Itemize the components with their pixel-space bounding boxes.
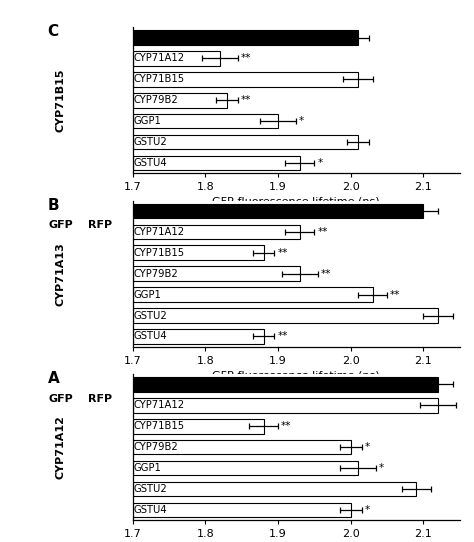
Bar: [133, 377, 438, 392]
Bar: [133, 266, 300, 281]
X-axis label: GFP-fluorescence lifetime (ns): GFP-fluorescence lifetime (ns): [212, 370, 380, 380]
Text: (-): (-): [134, 379, 145, 390]
Text: *: *: [365, 442, 370, 452]
Bar: [133, 308, 438, 323]
Text: GGP1: GGP1: [134, 116, 161, 126]
Text: CYP71A13: CYP71A13: [56, 242, 66, 306]
Bar: [133, 461, 358, 475]
Bar: [133, 329, 264, 344]
Text: CYP71A12: CYP71A12: [134, 401, 184, 410]
Bar: [133, 482, 416, 496]
Text: CYP71A12: CYP71A12: [134, 54, 184, 63]
Text: *: *: [317, 158, 323, 168]
Bar: [133, 502, 351, 517]
Bar: [133, 204, 423, 218]
Text: *: *: [379, 463, 384, 473]
Text: GSTU2: GSTU2: [134, 137, 167, 147]
Text: **: **: [277, 248, 288, 258]
Text: CYP71B15: CYP71B15: [134, 421, 184, 431]
Text: (-): (-): [134, 206, 145, 216]
Bar: [133, 51, 220, 66]
Text: GSTU4: GSTU4: [134, 505, 167, 515]
Text: CYP71B15: CYP71B15: [134, 248, 184, 258]
Text: **: **: [241, 95, 252, 105]
Text: CYP71B15: CYP71B15: [134, 74, 184, 85]
Text: **: **: [317, 227, 328, 237]
Bar: [133, 93, 227, 107]
X-axis label: GFP-fluorescence lifetime (ns): GFP-fluorescence lifetime (ns): [212, 197, 380, 207]
Text: RFP: RFP: [88, 393, 112, 404]
Text: CYP79B2: CYP79B2: [134, 269, 178, 279]
Bar: [133, 135, 358, 150]
Text: GGP1: GGP1: [134, 463, 161, 473]
Text: **: **: [281, 421, 292, 431]
Text: **: **: [321, 269, 331, 279]
Text: GSTU4: GSTU4: [134, 158, 167, 168]
Text: C: C: [48, 24, 59, 39]
Text: GSTU2: GSTU2: [134, 484, 167, 494]
Text: RFP: RFP: [88, 220, 112, 230]
Text: B: B: [48, 198, 59, 212]
Bar: [133, 30, 358, 45]
Text: CYP79B2: CYP79B2: [134, 95, 178, 105]
Text: CYP79B2: CYP79B2: [134, 442, 178, 452]
Text: **: **: [277, 331, 288, 341]
Bar: [133, 246, 264, 260]
Text: CYP71A12: CYP71A12: [56, 415, 66, 479]
Text: GSTU4: GSTU4: [134, 331, 167, 341]
Text: GFP: GFP: [48, 220, 73, 230]
Bar: [133, 114, 278, 128]
Bar: [133, 224, 300, 239]
Bar: [133, 398, 438, 412]
Text: *: *: [365, 505, 370, 515]
Text: GFP: GFP: [48, 393, 73, 404]
Text: (-): (-): [134, 33, 145, 43]
Text: *: *: [299, 116, 304, 126]
Text: A: A: [48, 371, 59, 386]
Bar: [133, 440, 351, 454]
Text: GSTU2: GSTU2: [134, 311, 167, 320]
Text: GGP1: GGP1: [134, 289, 161, 300]
Text: **: **: [241, 54, 252, 63]
Text: CYP71A12: CYP71A12: [134, 227, 184, 237]
Bar: [133, 419, 264, 434]
Bar: [133, 72, 358, 87]
Text: CYP71B15: CYP71B15: [56, 68, 66, 132]
Bar: [133, 287, 373, 302]
Text: **: **: [390, 289, 401, 300]
Bar: [133, 156, 300, 170]
